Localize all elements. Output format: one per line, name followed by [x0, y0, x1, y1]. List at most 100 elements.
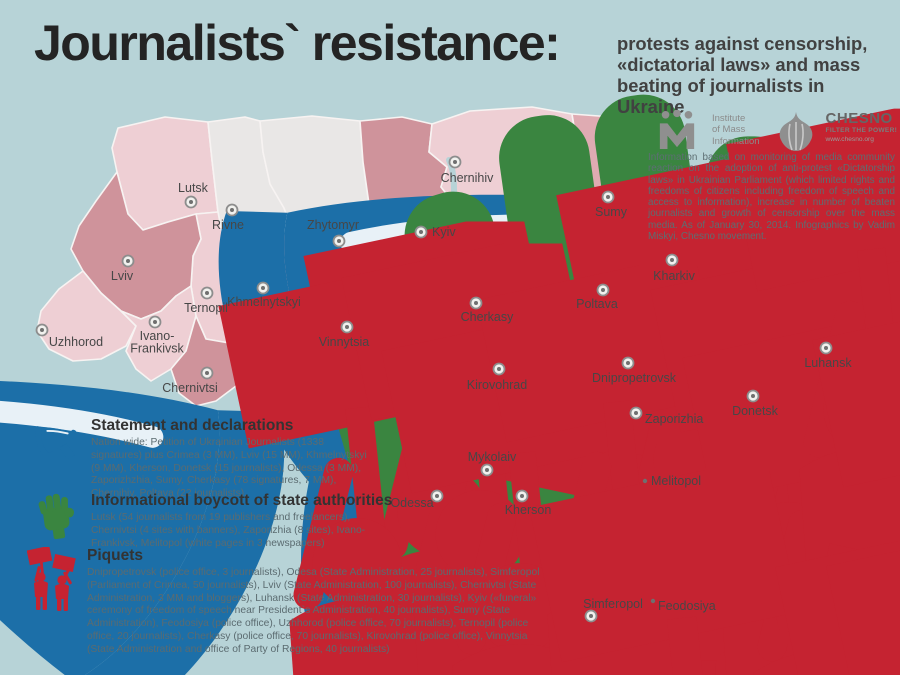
city-dot-center — [435, 494, 439, 498]
city-sumy: Sumy — [595, 190, 628, 219]
city-chernivtsi: Chernivtsi — [162, 366, 218, 395]
chesno-tagline: FILTER THE POWER! — [825, 127, 898, 134]
city-dot-center — [153, 320, 157, 324]
about-text: Information based on monitoring of media… — [648, 152, 895, 242]
city-dot-center — [824, 346, 828, 350]
city-dot — [650, 598, 656, 604]
legend-body-boycott: Lutsk (54 journalists from 19 publishers… — [91, 512, 366, 549]
city-label-dnipropetrovsk: Dnipropetrovsk — [592, 371, 677, 385]
city-odessa: Odessa — [390, 489, 444, 510]
city-label-uzhhorod: Uzhhorod — [49, 335, 103, 349]
chesno-logo-text: CHESNO FILTER THE POWER! www.chesno.org — [826, 110, 898, 143]
city-dot-center — [606, 195, 610, 199]
city-dnipropetrovsk: Dnipropetrovsk — [592, 356, 677, 385]
city-label-cherkasy: Cherkasy — [461, 310, 515, 324]
city-dot-center — [189, 200, 193, 204]
legend-title-boycott: Informational boycott of state authoriti… — [91, 492, 393, 509]
city-dot-center — [40, 328, 44, 332]
city-label-chernihiv: Chernihiv — [441, 171, 495, 185]
fist-icon — [36, 492, 76, 540]
chesno-url: www.chesno.org — [825, 136, 874, 143]
city-dot-center — [589, 614, 593, 618]
city-label-lutsk: Lutsk — [178, 181, 209, 195]
city-label-kirovohrad: Kirovohrad — [467, 378, 527, 392]
region-zakarpattia — [36, 270, 137, 362]
city-chernihiv: Chernihiv — [441, 155, 495, 185]
city-label-feodosiya: Feodosiya — [658, 599, 716, 613]
city-dot-center — [337, 239, 341, 243]
logos: Institute of Mass Information CHESNO FIL… — [650, 110, 897, 154]
city-dot-center — [670, 258, 674, 262]
chesno-garlic-icon — [779, 112, 812, 151]
city-dot-center — [453, 160, 457, 164]
city-kharkiv: Kharkiv — [653, 253, 696, 283]
city-label-kherson: Kherson — [505, 503, 552, 517]
city-label-kharkiv: Kharkiv — [653, 269, 695, 283]
city-kirovohrad: Kirovohrad — [467, 362, 527, 392]
city-label-rivne: Rivne — [212, 218, 244, 232]
city-label-mykolaiv: Mykolaiv — [468, 450, 517, 464]
city-donetsk: Donetsk — [732, 389, 779, 418]
legend-item-boycott: Informational boycott of state authoriti… — [31, 492, 392, 550]
city-ternopil: Ternopil — [184, 286, 228, 315]
legend-item-statements: Statement and declarations Nation wide: … — [31, 417, 367, 501]
city-label-vinnytsia: Vinnytsia — [319, 335, 370, 349]
city-dot-center — [520, 494, 524, 498]
city-dot-center — [419, 230, 423, 234]
city-dot-center — [601, 288, 605, 292]
city-rivne: Rivne — [212, 203, 244, 232]
city-dot-center — [126, 259, 130, 263]
city-mykolaiv: Mykolaiv — [468, 450, 517, 477]
city-label-ivano-frankivsk: Ivano-Frankivsk — [130, 329, 184, 356]
city-dot-center — [345, 325, 349, 329]
city-label-donetsk: Donetsk — [732, 404, 779, 418]
city-lviv: Lviv — [111, 254, 135, 283]
city-label-ternopil: Ternopil — [184, 301, 228, 315]
legend-body-statements: Nation wide: Petition of Ukrainian Journ… — [91, 437, 367, 500]
city-dot-center — [205, 371, 209, 375]
city-kherson: Kherson — [505, 489, 552, 517]
city-lutsk: Lutsk — [178, 181, 209, 209]
city-label-zaporizhia: Zaporizhia — [645, 412, 703, 426]
city-dot-center — [474, 301, 478, 305]
city-label-luhansk: Luhansk — [804, 356, 852, 370]
city-melitopol: Melitopol — [642, 474, 701, 488]
city-label-kyiv: Kyiv — [432, 225, 456, 239]
city-label-sumy: Sumy — [595, 205, 628, 219]
megaphone-icon — [31, 417, 81, 463]
imi-logo — [659, 110, 695, 150]
city-label-chernivtsi: Chernivtsi — [162, 381, 218, 395]
city-kyiv: Kyiv — [414, 225, 456, 239]
city-vinnytsia: Vinnytsia — [319, 320, 370, 349]
imi-caption: Institute of Mass Information — [712, 113, 760, 147]
city-dot-center — [261, 286, 265, 290]
city-uzhhorod: Uzhhorod — [35, 323, 103, 349]
city-dot — [642, 478, 648, 484]
city-label-zhytomyr: Zhytomyr — [307, 218, 359, 232]
city-label-melitopol: Melitopol — [651, 474, 701, 488]
city-dot-center — [485, 468, 489, 472]
chesno-name: CHESNO — [825, 110, 893, 127]
city-khmelnytskyi: Khmelnytskyi — [227, 281, 301, 309]
city-dot-center — [626, 361, 630, 365]
page-title: Journalists` resistance: — [34, 15, 561, 71]
city-label-simferopol: Simferopol — [583, 597, 643, 611]
city-dot-center — [205, 291, 209, 295]
city-dot-center — [497, 367, 501, 371]
city-label-lviv: Lviv — [111, 269, 134, 283]
city-luhansk: Luhansk — [804, 341, 852, 370]
city-zaporizhia: Zaporizhia — [629, 406, 703, 426]
city-poltava: Poltava — [576, 283, 618, 311]
city-dot-center — [751, 394, 755, 398]
city-ivano-frankivsk: Ivano-Frankivsk — [130, 315, 184, 356]
legend-title-piquets: Piquets — [87, 547, 143, 564]
legend-body-piquets: Dnipropetrovsk (police office, 3 journal… — [87, 567, 540, 655]
city-label-odessa: Odessa — [390, 496, 433, 510]
legend-title-statements: Statement and declarations — [91, 417, 294, 434]
protesters-icon — [27, 547, 77, 611]
city-zhytomyr: Zhytomyr — [307, 218, 359, 248]
city-label-khmelnytskyi: Khmelnytskyi — [227, 295, 301, 309]
city-dot-center — [230, 208, 234, 212]
